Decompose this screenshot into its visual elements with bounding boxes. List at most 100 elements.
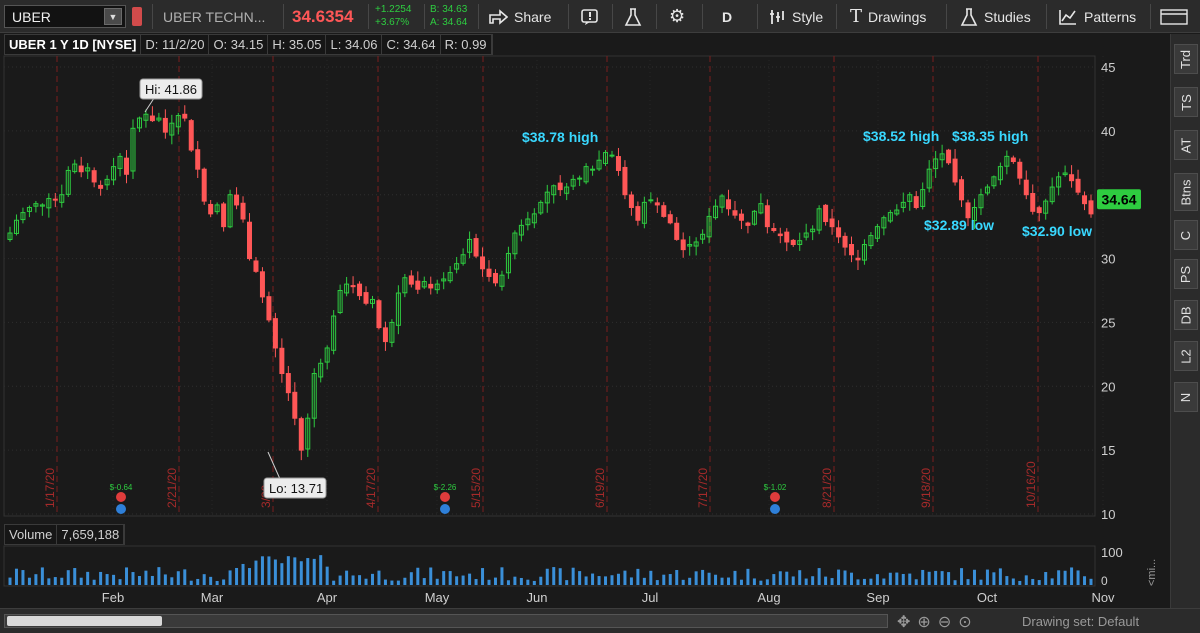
candle-body	[738, 213, 744, 221]
candle-body	[162, 117, 168, 133]
tab-l2[interactable]: L2	[1174, 341, 1198, 371]
candle-body	[85, 167, 91, 172]
studies-lab-button[interactable]	[624, 0, 642, 33]
tab-c[interactable]: C	[1174, 220, 1198, 250]
flask-icon	[960, 7, 978, 26]
candle-body	[247, 221, 253, 260]
volume-bar	[675, 569, 679, 585]
volume-bar	[1011, 578, 1015, 585]
candle-body	[557, 182, 563, 191]
volume-bar	[286, 556, 290, 585]
tab-btns[interactable]: Btns	[1174, 173, 1198, 211]
y-tick-label: 10	[1101, 507, 1115, 522]
tab-ps[interactable]: PS	[1174, 259, 1198, 289]
annotation-high-jun: $38.78 high	[522, 129, 598, 145]
candle-body	[441, 278, 447, 282]
volume-bar	[772, 574, 776, 585]
alerts-button[interactable]	[580, 0, 600, 33]
volume-bar	[960, 568, 964, 585]
horizontal-scrollbar[interactable]	[4, 614, 888, 628]
candle-body	[803, 232, 809, 238]
drawings-button[interactable]: T Drawings	[850, 0, 926, 33]
y-tick-label: 25	[1101, 315, 1115, 330]
volume-bar	[325, 566, 329, 585]
volume-bar	[856, 579, 860, 585]
volume-bar	[338, 575, 342, 585]
annotation-low-oct: $32.90 low	[1022, 223, 1092, 239]
layout-menu-button[interactable]	[1160, 0, 1190, 33]
tab-db[interactable]: DB	[1174, 300, 1198, 330]
candle-body	[26, 206, 32, 212]
studies-button[interactable]: Studies	[960, 0, 1031, 33]
tab-ts[interactable]: TS	[1174, 87, 1198, 117]
candle-body	[1082, 195, 1088, 205]
event-date-label: 8/21/20	[820, 468, 834, 508]
candle-body	[350, 285, 356, 288]
scrollbar-thumb[interactable]	[7, 616, 162, 626]
pan-icon[interactable]: ✥	[897, 614, 911, 631]
candle-body	[615, 156, 621, 171]
candle-body	[454, 263, 460, 270]
volume-bar	[727, 577, 731, 585]
volume-bar	[60, 577, 64, 585]
candle-body	[635, 206, 641, 221]
candle-body	[674, 222, 680, 240]
candle-body	[447, 272, 453, 282]
candle-body	[848, 244, 854, 256]
gear-icon[interactable]: ⚙	[669, 6, 686, 26]
tab-at[interactable]: AT	[1174, 130, 1198, 160]
volume-bar	[1031, 578, 1035, 585]
volume-bar	[947, 572, 951, 585]
symbol-input[interactable]: UBER ▼	[4, 5, 126, 28]
share-button[interactable]: Share	[488, 0, 551, 33]
earnings-value: $-2.26	[434, 483, 457, 492]
zoom-out-icon[interactable]: ⊖	[937, 614, 952, 631]
volume-bar	[804, 578, 808, 585]
candle-body	[1036, 207, 1042, 214]
aggregation-select[interactable]: D	[722, 8, 733, 25]
drawing-set-label[interactable]: Drawing set: Default	[1022, 614, 1140, 629]
candle-body	[816, 208, 822, 231]
candle-body	[719, 195, 725, 208]
style-icon	[770, 9, 784, 24]
chevron-down-icon[interactable]: ▼	[104, 8, 122, 25]
candle-body	[693, 241, 699, 247]
tab-n[interactable]: N	[1174, 382, 1198, 412]
volume-bar	[1057, 570, 1061, 585]
symbol-link-icon[interactable]	[132, 7, 142, 26]
candle-body	[946, 149, 952, 164]
style-button[interactable]: Style	[768, 0, 823, 33]
volume-bar	[1005, 576, 1009, 585]
lo-label-leader	[267, 451, 285, 489]
candle-body	[240, 202, 246, 220]
price-chart[interactable]: 1/17/20 2/21/20 3/20 4/17/20 5/15/20 6/19/20 7…	[0, 0, 1170, 608]
volume-bar	[176, 571, 180, 585]
volume-bar	[1083, 576, 1087, 585]
patterns-button[interactable]: Patterns	[1058, 0, 1136, 33]
candle-body	[266, 296, 272, 321]
tab-trd[interactable]: Trd	[1174, 44, 1198, 74]
volume-bar	[345, 570, 349, 585]
event-date-label: 3/20	[259, 484, 273, 508]
candle-body	[279, 347, 285, 375]
event-date-label: 2/21/20	[165, 468, 179, 508]
candle-body	[538, 201, 544, 214]
zoom-reset-icon[interactable]: ⊙	[958, 614, 972, 631]
bar-high: H: 35.05	[268, 35, 327, 54]
candle-body	[1023, 179, 1029, 196]
volume-bar	[940, 571, 944, 585]
x-tick-label: May	[425, 590, 450, 605]
volume-bar	[733, 570, 737, 585]
zoom-in-icon[interactable]: ⊕	[917, 614, 931, 631]
candle-body	[784, 231, 790, 243]
volume-collapsed-label[interactable]: <mi...	[1146, 558, 1158, 586]
volume-bar	[79, 577, 83, 585]
volume-bar	[1076, 570, 1080, 585]
volume-bar	[979, 579, 983, 585]
candle-body	[939, 153, 945, 161]
candle-body	[654, 202, 660, 206]
candle-body	[369, 298, 375, 304]
candle-body	[713, 205, 719, 219]
volume-bar	[248, 568, 252, 585]
candle-body	[1030, 193, 1036, 212]
